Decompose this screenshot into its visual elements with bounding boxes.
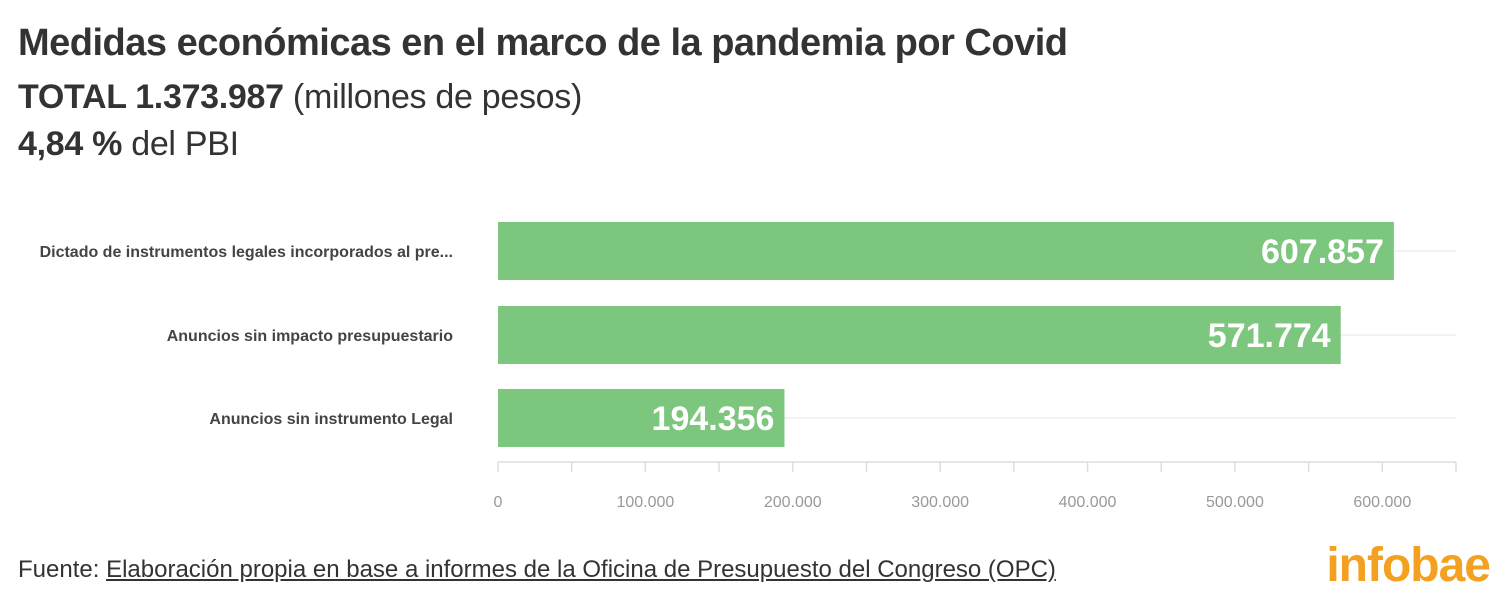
total-value: TOTAL 1.373.987 (18, 78, 284, 116)
x-tick-label: 400.000 (1059, 494, 1117, 511)
x-tick-label: 0 (494, 494, 503, 511)
x-tick-label: 600.000 (1353, 494, 1411, 511)
infobae-logo: infobae (1326, 539, 1491, 592)
source-prefix: Fuente: (18, 556, 100, 583)
category-label: Anuncios sin impacto presupuestario (167, 328, 454, 345)
value-label: 194.356 (652, 400, 775, 438)
source-note: Fuente: Elaboración propia en base a inf… (18, 556, 1056, 584)
total-unit: (millones de pesos) (292, 78, 583, 116)
total-line: TOTAL 1.373.987 (millones de pesos) (18, 78, 582, 117)
pbi-line: 4,84 % del PBI (18, 125, 239, 164)
chart-title: Medidas económicas en el marco de la pan… (18, 22, 1068, 64)
x-tick-label: 200.000 (764, 494, 822, 511)
source-link[interactable]: Elaboración propia en base a informes de… (106, 556, 1056, 583)
value-label: 571.774 (1208, 317, 1331, 355)
pbi-label: del PBI (131, 125, 239, 163)
pbi-value: 4,84 % (18, 125, 123, 163)
bar (498, 389, 785, 447)
x-tick-label: 500.000 (1206, 494, 1264, 511)
bar (498, 222, 1394, 280)
x-tick-label: 100.000 (616, 494, 674, 511)
category-label: Dictado de instrumentos legales incorpor… (40, 244, 453, 261)
category-label: Anuncios sin instrumento Legal (209, 411, 453, 428)
bar (498, 306, 1341, 364)
x-tick-label: 300.000 (911, 494, 969, 511)
value-label: 607.857 (1261, 233, 1384, 271)
